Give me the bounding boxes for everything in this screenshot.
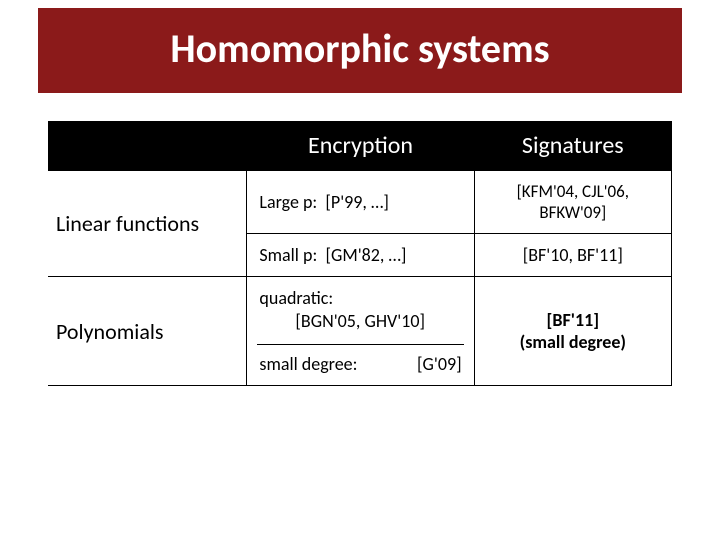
cell-poly-sig: [BF'11] (small degree) (474, 277, 671, 386)
poly-enc-divider (257, 344, 463, 345)
col-encryption: Encryption (247, 121, 474, 171)
title-bar: Homomorphic systems (38, 8, 682, 93)
poly-sig-ref: [BF'11] (487, 309, 659, 331)
poly-smalldeg-refs: [G'09] (417, 353, 462, 375)
row-poly-label: Polynomials (48, 277, 247, 386)
poly-sig-note: (small degree) (487, 331, 659, 353)
poly-quadratic-refs: [BGN'05, GHV'10] (259, 310, 461, 333)
cell-poly-enc: quadratic: [BGN'05, GHV'10] small degree… (247, 277, 474, 386)
poly-quadratic-label: quadratic: (259, 287, 461, 310)
comparison-table: Encryption Signatures Linear functions L… (48, 121, 672, 386)
col-signatures: Signatures (474, 121, 671, 171)
page-title: Homomorphic systems (38, 24, 682, 73)
small-p-refs: [GM'82, …] (325, 244, 406, 266)
row-linear-label: Linear functions (48, 171, 247, 277)
cell-linear-sig-large: [KFM'04, CJL'06, BFKW'09] (474, 171, 671, 234)
cell-linear-sig-small: [BF'10, BF'11] (474, 234, 671, 277)
small-p-prefix: Small p: (259, 244, 317, 266)
poly-smalldeg-label: small degree: (259, 353, 357, 375)
cell-linear-enc-small: Small p: [GM'82, …] (247, 234, 474, 277)
large-p-prefix: Large p: (259, 191, 317, 213)
cell-linear-enc-large: Large p: [P'99, …] (247, 171, 474, 234)
large-p-refs: [P'99, …] (325, 191, 389, 213)
table-corner (48, 121, 247, 171)
